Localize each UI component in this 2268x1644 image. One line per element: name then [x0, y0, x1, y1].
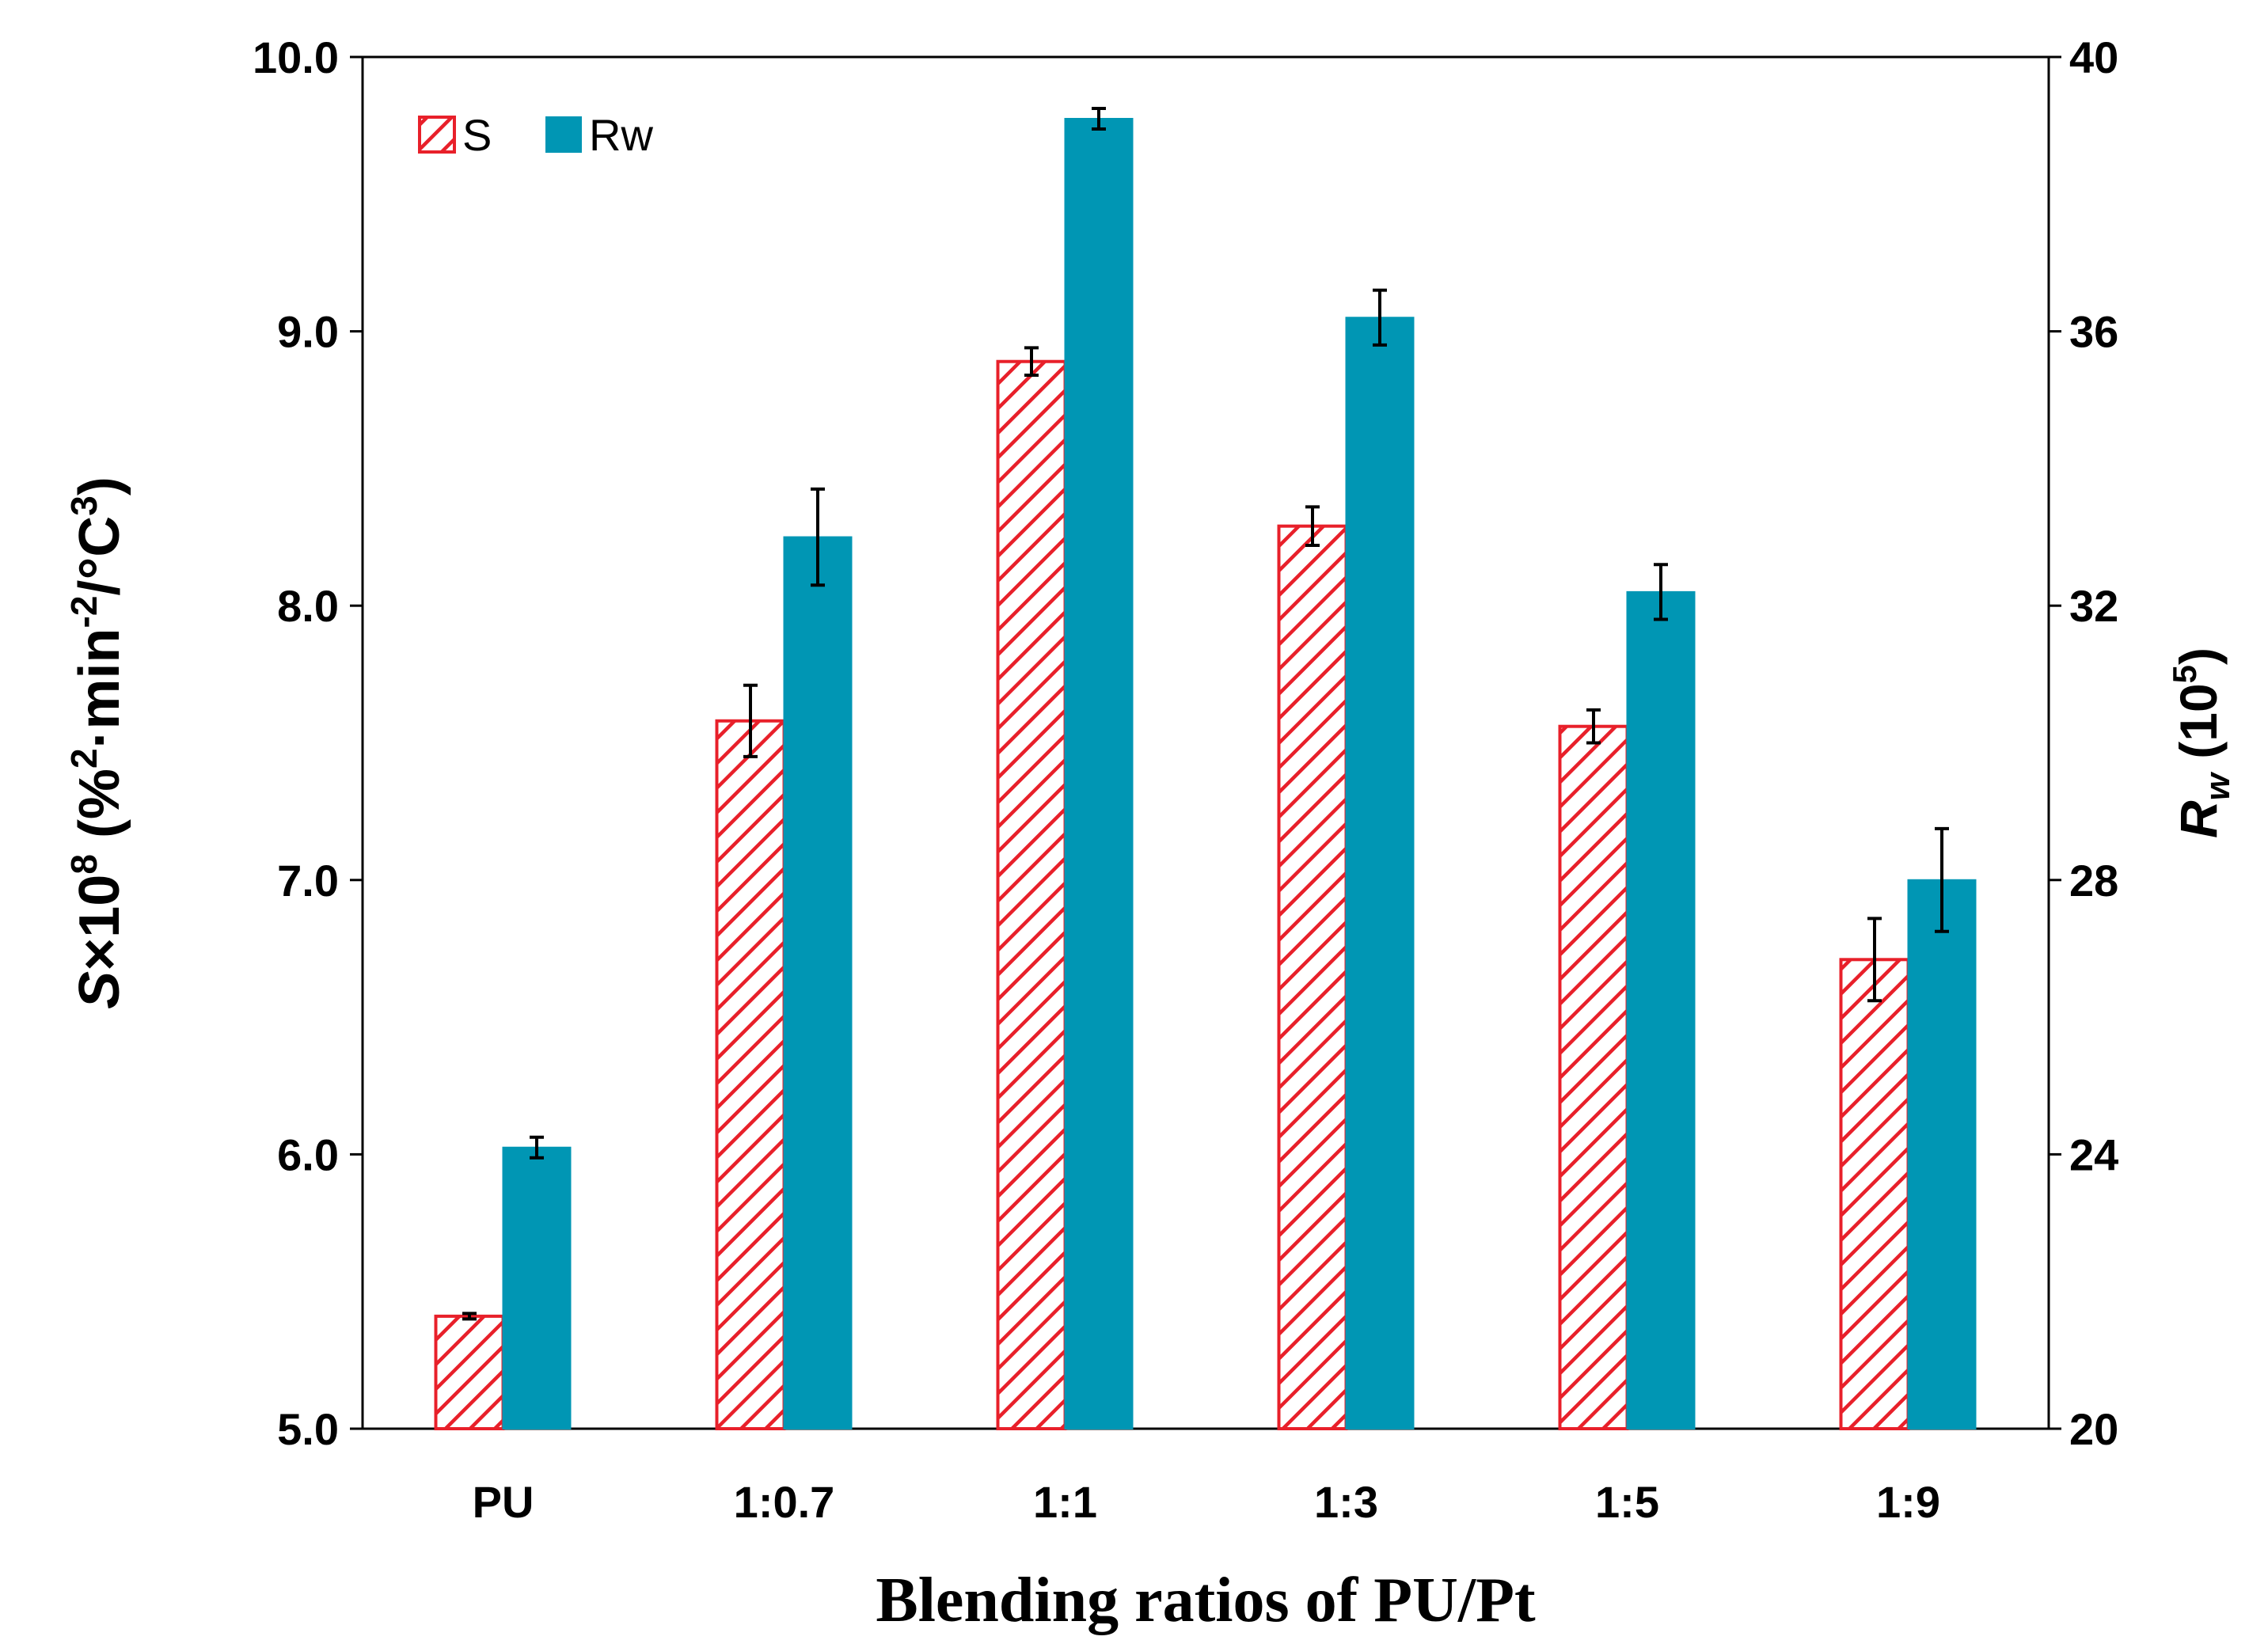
- y-title-exp: 8: [63, 854, 104, 875]
- y-title-unit-mid: ·min: [68, 628, 131, 748]
- ry-title-unit-close: ): [2169, 647, 2228, 665]
- right-y-tick-label: 28: [2069, 856, 2118, 906]
- bar-s-1:9: [1839, 958, 1910, 1430]
- ry-title-unit-open: (10: [2169, 683, 2228, 773]
- plot-frame: [361, 55, 2050, 1430]
- y-title-unit-close: ): [68, 476, 131, 495]
- y-title-unit-mid2: /°C: [68, 516, 131, 596]
- bar-s-1:0.7: [715, 719, 786, 1430]
- x-tick-label-1:0.7: 1:0.7: [734, 1477, 835, 1527]
- y-title-times: ×10: [68, 875, 131, 971]
- right-y-axis-title: Rw (105): [2166, 647, 2237, 838]
- legend: S Rw: [418, 110, 653, 160]
- bar-rw-PU: [502, 1146, 572, 1429]
- right-y-tick-label: 24: [2069, 1130, 2118, 1179]
- x-tick-label-1:9: 1:9: [1876, 1477, 1940, 1527]
- y-title-unit-exp3: 3: [63, 495, 104, 516]
- legend-swatch-s: [418, 116, 456, 154]
- x-axis-title: Blending ratios of PU/Pt: [876, 1566, 1536, 1635]
- ry-title-sub: w: [2198, 771, 2237, 800]
- bar-rw-1:5: [1626, 590, 1696, 1429]
- bar-s-1:1: [996, 359, 1067, 1431]
- x-tick-label-1:1: 1:1: [1033, 1477, 1097, 1527]
- left-y-tick-label: 5.0: [277, 1404, 339, 1454]
- legend-label-rw: Rw: [589, 110, 653, 160]
- right-y-tick-label: 32: [2069, 581, 2118, 631]
- bar-rw-1:9: [1907, 879, 1977, 1430]
- bar-rw-1:1: [1064, 117, 1134, 1430]
- left-y-tick-label: 7.0: [277, 856, 339, 906]
- left-y-tick-label: 6.0: [277, 1130, 339, 1179]
- left-y-tick-label: 10.0: [253, 32, 339, 82]
- legend-swatch-rw: [545, 116, 582, 153]
- x-tick-label-PU: PU: [473, 1477, 534, 1527]
- left-y-tick-label: 8.0: [277, 581, 339, 631]
- ry-title-unit-exp: 5: [2166, 665, 2203, 683]
- right-y-tick-label: 36: [2069, 307, 2118, 357]
- y-title-unit-exp2: -2: [63, 596, 104, 628]
- ry-title-symbol: R: [2169, 800, 2228, 838]
- legend-label-s: S: [462, 110, 492, 160]
- bar-rw-1:3: [1345, 317, 1415, 1429]
- bar-s-PU: [434, 1314, 505, 1431]
- x-tick-label-1:3: 1:3: [1314, 1477, 1378, 1527]
- right-y-tick-label: 20: [2069, 1404, 2118, 1454]
- left-y-axis-title: S×108 (%2·min-2/°C3): [63, 476, 131, 1009]
- x-tick-label-1:5: 1:5: [1595, 1477, 1659, 1527]
- left-y-tick-label: 9.0: [277, 307, 339, 357]
- y-title-unit-exp1: 2: [63, 748, 104, 769]
- right-y-tick-label: 40: [2069, 32, 2118, 82]
- y-title-unit-open: (%: [68, 769, 131, 854]
- bar-s-1:3: [1277, 524, 1348, 1430]
- y-title-symbol: S: [68, 971, 131, 1009]
- bar-rw-1:0.7: [783, 536, 853, 1429]
- bar-s-1:5: [1558, 724, 1629, 1430]
